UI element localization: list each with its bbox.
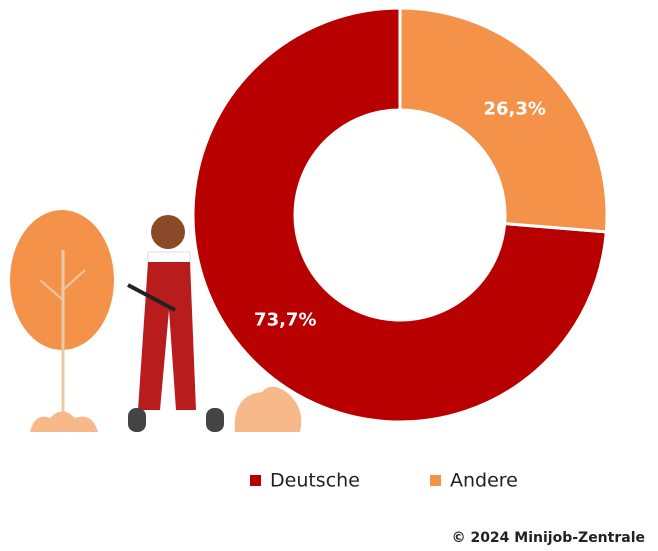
source: © 2024 Minijob-Zentrale	[452, 530, 645, 546]
legend: Deutsche Andere	[250, 470, 518, 492]
legend-swatch	[250, 475, 261, 486]
legend-swatch	[430, 475, 441, 486]
data-label: 26,3%	[483, 98, 545, 119]
data-label: 73,7%	[254, 310, 316, 331]
donut-slice	[191, 6, 608, 424]
legend-label: Andere	[450, 470, 518, 492]
illustration	[10, 210, 302, 432]
donut-slice	[398, 6, 609, 234]
legend-label: Deutsche	[270, 470, 360, 492]
donut: 73,7% 26,3%	[191, 6, 609, 424]
